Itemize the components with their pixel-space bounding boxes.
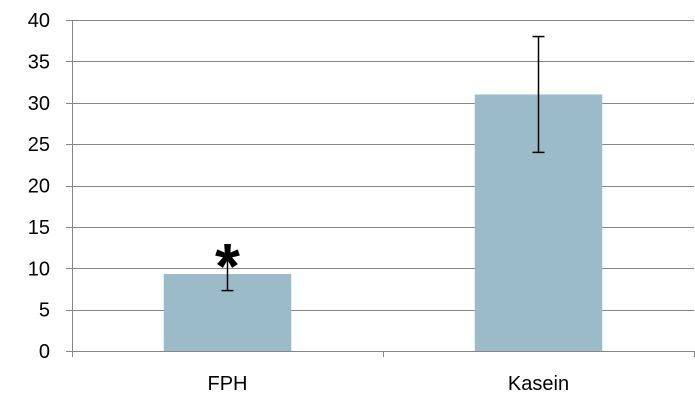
- y-tick-label: 15: [28, 217, 50, 239]
- y-tick-label: 30: [28, 93, 50, 115]
- y-tick-label: 35: [28, 51, 50, 73]
- significance-asterisk: *: [215, 230, 240, 302]
- x-category-label: Kasein: [508, 373, 569, 394]
- y-tick-label: 10: [28, 258, 50, 280]
- y-tick-label: 5: [39, 300, 50, 322]
- y-tick-label: 40: [28, 10, 50, 32]
- y-tick-label: 20: [28, 176, 50, 198]
- y-tick-label: 0: [39, 341, 50, 363]
- y-tick-label: 25: [28, 134, 50, 156]
- x-category-label: FPH: [208, 373, 248, 394]
